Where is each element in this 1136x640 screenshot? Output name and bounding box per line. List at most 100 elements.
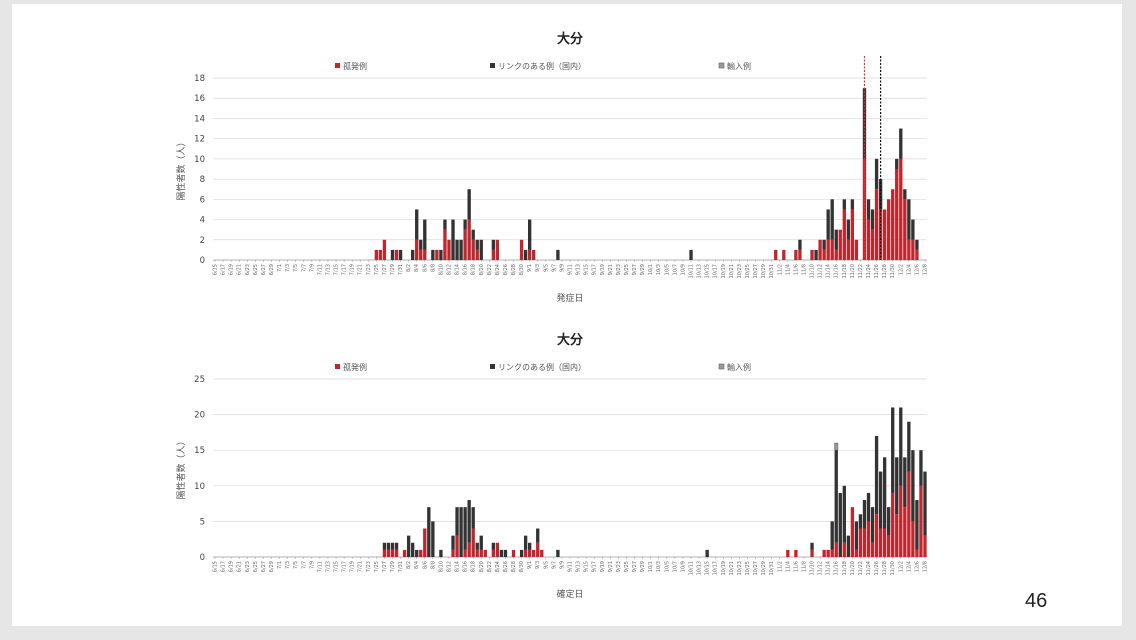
x-tick-label: 6/23 (245, 264, 251, 275)
bar-isolated (463, 549, 467, 557)
bar-linked (923, 471, 927, 536)
bar-linked (834, 229, 838, 250)
bar-isolated (536, 542, 540, 557)
bar-linked (556, 249, 560, 260)
x-tick-label: 9/27 (632, 561, 638, 572)
x-tick-label: 11/28 (882, 561, 888, 575)
bar-isolated (826, 549, 830, 557)
bar-linked (463, 219, 467, 230)
x-tick-label: 8/14 (455, 561, 461, 572)
x-tick-label: 8/30 (519, 561, 525, 572)
x-tick-label: 7/9 (309, 561, 315, 569)
y-tick-label: 0 (200, 256, 205, 266)
bar-linked (479, 239, 483, 260)
bar-linked (390, 542, 395, 550)
x-tick-label: 7/23 (366, 264, 372, 275)
x-tick-label: 10/9 (680, 264, 686, 275)
y-tick-label: 5 (200, 517, 205, 527)
legend-swatch-1 (335, 63, 340, 68)
y-tick-label: 2 (200, 236, 205, 246)
x-tick-label: 9/17 (592, 264, 598, 275)
bar-isolated (435, 249, 439, 260)
x-tick-label: 11/18 (842, 264, 848, 278)
x-tick-label: 10/27 (753, 561, 759, 575)
x-tick-label: 7/27 (382, 561, 388, 572)
bar-isolated (911, 521, 915, 557)
bar-linked (431, 521, 435, 557)
x-tick-label: 6/15 (213, 264, 219, 275)
x-tick-label: 6/27 (261, 264, 267, 275)
x-tick-label: 10/13 (697, 561, 703, 575)
bar-linked (878, 471, 883, 529)
bar-linked (467, 189, 471, 220)
bar-isolated (882, 209, 887, 260)
x-tick-label: 10/1 (648, 264, 654, 275)
x-tick-label: 8/2 (406, 561, 412, 569)
x-tick-label: 6/29 (269, 264, 275, 275)
bar-isolated (471, 528, 475, 557)
bar-linked (911, 450, 915, 522)
x-tick-label: 7/25 (374, 264, 380, 275)
bar-linked (411, 249, 415, 260)
x-tick-label: 7/3 (285, 264, 291, 272)
bar-isolated (882, 528, 887, 557)
bar-linked (842, 199, 846, 210)
x-tick-label: 7/29 (390, 561, 396, 572)
bar-isolated (874, 514, 879, 557)
x-tick-label: 10/5 (664, 561, 670, 572)
bar-isolated (382, 239, 387, 260)
y-tick-label: 10 (194, 482, 205, 492)
x-tick-label: 10/15 (705, 561, 711, 575)
bar-linked (499, 549, 504, 557)
x-tick-label: 9/13 (576, 264, 582, 275)
bar-isolated (838, 229, 842, 260)
bar-linked (858, 514, 863, 529)
bar-linked (443, 219, 447, 230)
bar-linked (911, 219, 915, 240)
bar-isolated (822, 549, 826, 557)
bar-isolated (447, 239, 451, 260)
x-tick-label: 7/13 (325, 264, 331, 275)
x-tick-label: 9/17 (592, 561, 598, 572)
x-tick-label: 11/24 (866, 561, 872, 575)
bar-isolated (527, 549, 532, 557)
x-tick-label: 10/19 (721, 264, 727, 278)
x-tick-label: 10/25 (745, 264, 751, 278)
bar-linked (850, 199, 855, 210)
bar-linked (419, 239, 423, 250)
x-tick-label: 9/21 (608, 561, 614, 572)
y-tick-label: 20 (194, 411, 205, 421)
bar-linked (415, 209, 419, 240)
bar-linked (907, 421, 911, 472)
x-tick-label: 9/19 (600, 264, 606, 275)
x-tick-label: 8/26 (503, 264, 509, 275)
x-tick-label: 7/29 (390, 264, 396, 275)
x-tick-label: 10/27 (753, 264, 759, 278)
bar-linked (491, 239, 496, 250)
legend-swatch-3 (718, 363, 725, 370)
x-tick-label: 7/31 (398, 561, 404, 572)
x-tick-label: 10/31 (769, 264, 775, 278)
bar-linked (810, 542, 814, 550)
x-tick-label: 11/4 (785, 264, 791, 275)
bar-isolated (511, 549, 516, 557)
bar-isolated (826, 239, 830, 260)
bar-linked (459, 239, 463, 260)
bar-linked (386, 542, 391, 550)
bar-linked (451, 219, 455, 260)
bar-linked (527, 219, 532, 250)
x-tick-label: 7/15 (334, 561, 340, 572)
x-tick-label: 7/31 (398, 264, 404, 275)
bar-isolated (467, 542, 471, 557)
bar-isolated (527, 249, 532, 260)
bar-linked (862, 500, 867, 529)
x-tick-label: 7/5 (293, 561, 299, 569)
bar-isolated (523, 549, 528, 557)
bar-isolated (907, 471, 911, 557)
x-tick-label: 7/21 (358, 561, 364, 572)
bar-isolated (818, 239, 822, 260)
x-tick-label: 10/23 (737, 264, 743, 278)
x-tick-label: 7/11 (317, 561, 323, 572)
bar-linked (866, 199, 871, 220)
x-tick-label: 10/25 (745, 561, 751, 575)
